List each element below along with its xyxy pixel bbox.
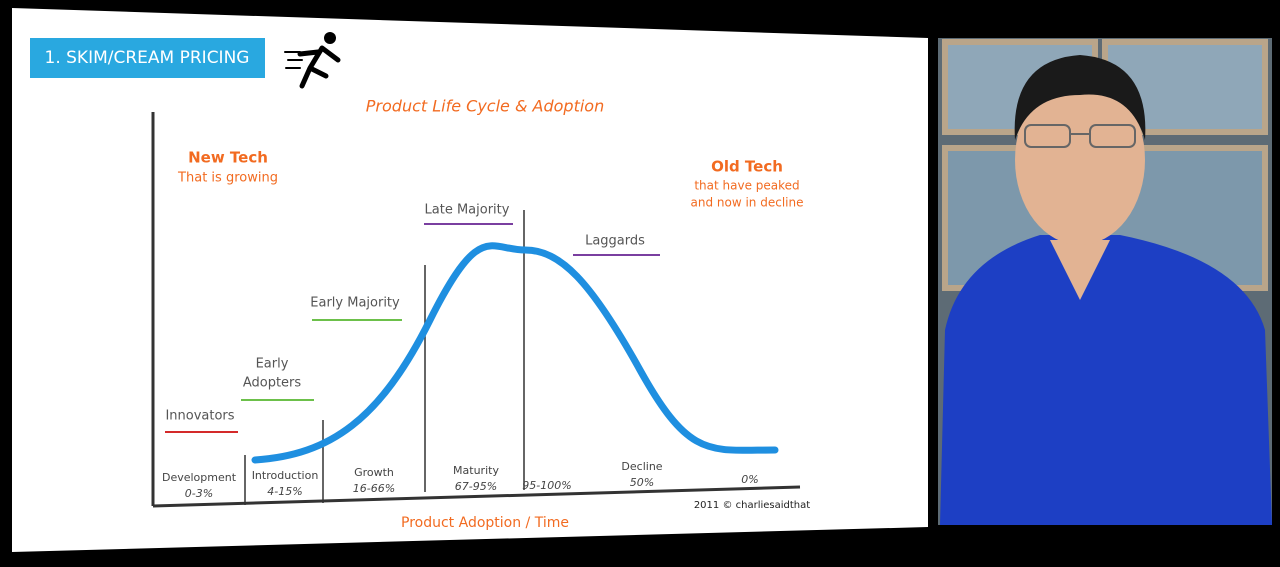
- adoption-curve: [251, 242, 779, 464]
- stage-name: Growth: [354, 466, 394, 479]
- old-tech-title: Old Tech: [711, 158, 783, 176]
- diagram-title: Product Life Cycle & Adoption: [366, 97, 604, 116]
- runner-icon: [284, 32, 341, 89]
- slide: [12, 8, 928, 552]
- stage-name: Maturity: [453, 464, 499, 477]
- stage-range: 67-95%: [455, 480, 497, 493]
- x-axis-label: Product Adoption / Time: [401, 515, 569, 531]
- adopter-group-label: Innovators: [165, 409, 234, 424]
- axes: [151, 112, 801, 508]
- stage-range: 0%: [741, 473, 758, 486]
- header-title: 1. SKIM/CREAM PRICING: [45, 48, 250, 68]
- header-box: [30, 38, 265, 78]
- new-tech-subtitle: That is growing: [177, 171, 278, 186]
- stage-range: 0-3%: [185, 487, 213, 500]
- old-tech-line: that have peaked: [694, 179, 799, 193]
- new-tech-title: New Tech: [188, 149, 268, 167]
- stage-name: Development: [162, 471, 237, 484]
- adopter-group-label: Early Majority: [310, 296, 400, 311]
- stage-name: Introduction: [252, 469, 319, 482]
- stage-dividers: [244, 210, 525, 505]
- presenter: [938, 38, 1272, 525]
- adopter-group-label: Adopters: [243, 376, 302, 391]
- adopter-group-label: Laggards: [585, 234, 645, 249]
- adopter-group-label: Late Majority: [425, 203, 510, 218]
- old-tech-line: and now in decline: [691, 196, 804, 210]
- stage-range: 50%: [630, 476, 654, 489]
- stage-range: 4-15%: [267, 485, 302, 498]
- stage-name: Decline: [621, 460, 662, 473]
- adopter-group-label: Early: [256, 357, 289, 372]
- stage-range: 16-66%: [353, 482, 395, 495]
- stage-range: 95-100%: [522, 479, 571, 492]
- credit: 2011 © charliesaidthat: [694, 500, 810, 511]
